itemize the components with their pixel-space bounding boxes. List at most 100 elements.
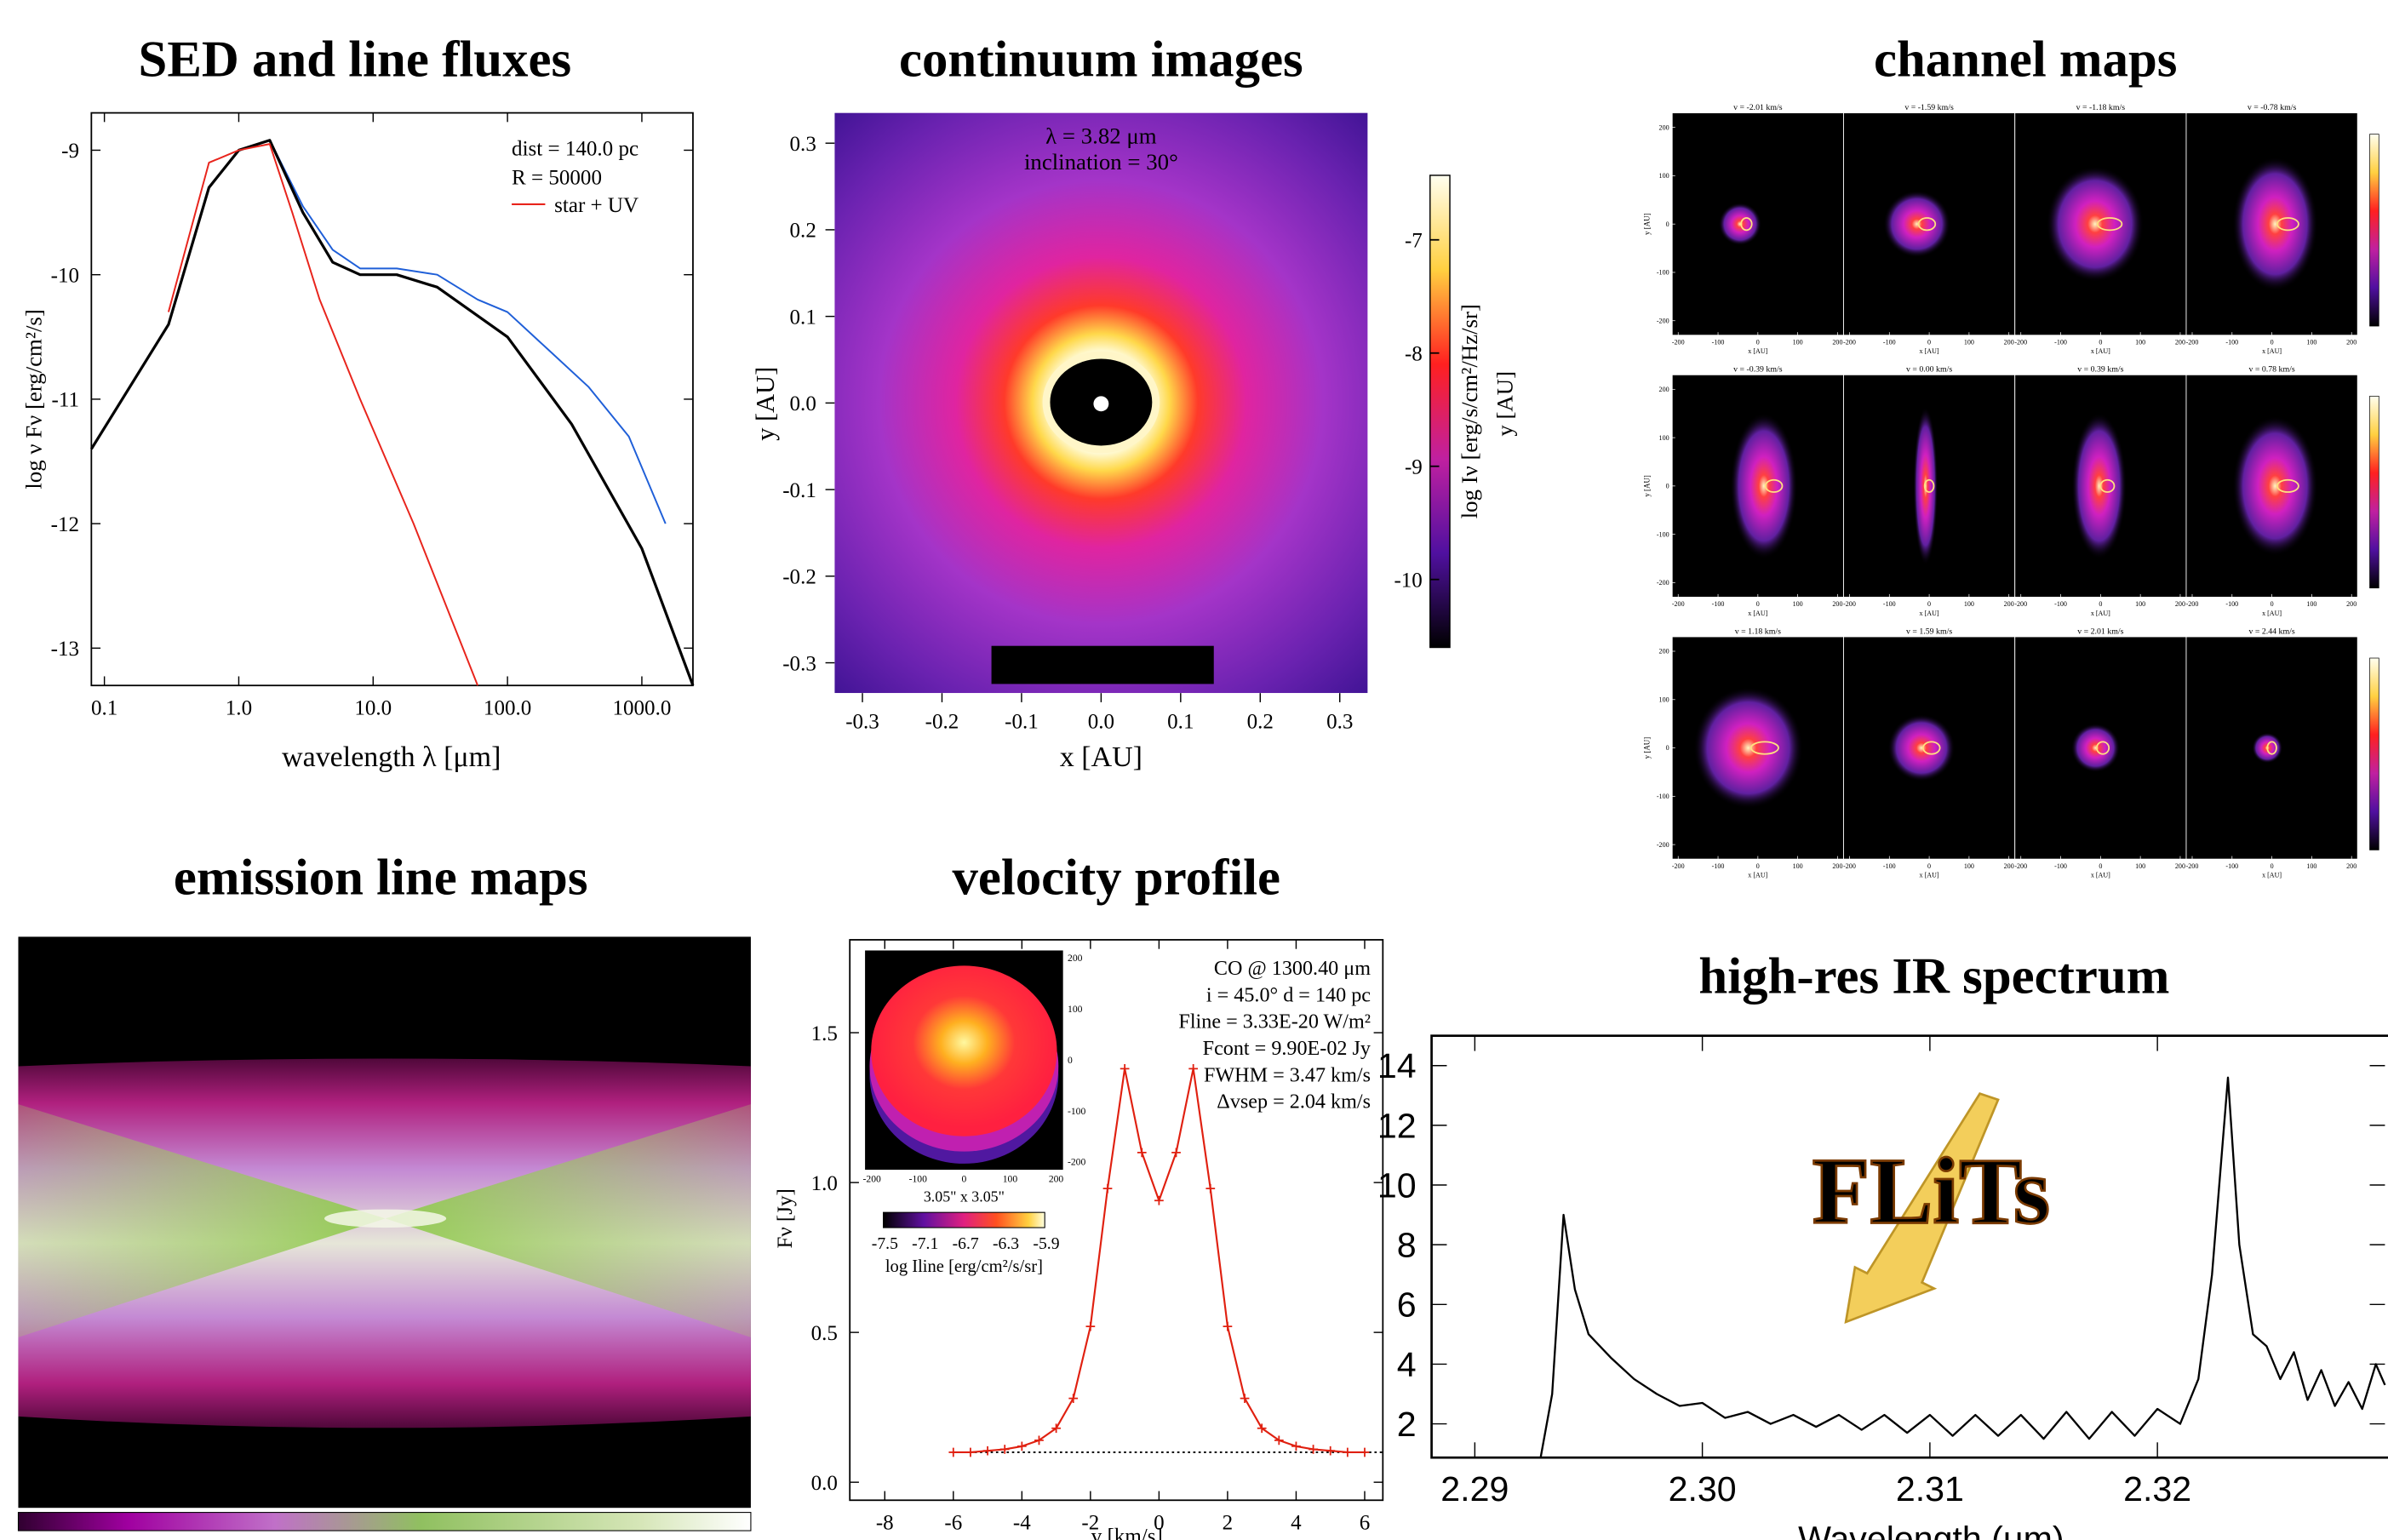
x-tick-label: -6 [944,1512,962,1535]
x-tick-label: 0.0 [1088,711,1114,734]
y-tick-label: 0 [1666,220,1669,228]
x-tick-label: -200 [2014,862,2027,870]
panel-title: velocity profile [952,849,1280,906]
inset-y-tick-label: -200 [1068,1157,1085,1168]
x-tick-label: -100 [2225,600,2238,608]
y-tick-label: -100 [1657,269,1669,277]
inset-colorbar-tick: -6.3 [993,1234,1019,1253]
x-tick-label: 2.29 [1440,1469,1509,1509]
annotation: dist = 140.0 pc [512,138,639,161]
annotation: FWHM = 3.47 km/s [1204,1063,1371,1086]
x-tick-label: 0 [1756,600,1760,608]
emission-core [324,1210,446,1228]
figure: SED and line fluxes0.11.010.0100.01000.0… [0,0,2388,1540]
x-tick-label: 0.2 [1247,711,1274,734]
x-tick-label: -100 [1712,862,1725,870]
x-tick-label: -200 [1843,600,1856,608]
panel-label: v = 0.78 km/s [2249,365,2295,375]
y-tick-label: 8 [1397,1226,1417,1265]
panel-label: v = 1.18 km/s [1735,627,1781,636]
x-tick-label: 2 [1223,1512,1234,1535]
inset-x-tick-label: 100 [1003,1173,1018,1184]
panel-title: SED and line fluxes [139,31,572,89]
x-tick-label: -200 [2186,600,2199,608]
y-tick-label: 0 [1666,483,1669,490]
x-tick-label: -100 [2054,339,2067,346]
panel-label: v = -0.39 km/s [1733,365,1783,375]
emission-blob [1888,714,1956,781]
y-tick-label: -9 [61,140,79,163]
x-axis-label: x [AU] [1060,741,1142,773]
inset-x-tick-label: -200 [863,1173,881,1184]
x-tick-label: 200 [2175,862,2185,870]
emission-blob [2232,157,2317,290]
x-tick-label: 100 [2135,339,2145,346]
x-tick-label: -8 [876,1512,894,1535]
x-axis-label: x [AU] [2262,347,2282,355]
colorbar [18,1513,750,1531]
y-tick-label: -0.2 [782,566,816,589]
x-tick-label: 200 [1832,339,1842,346]
x-tick-label: 200 [2346,862,2357,870]
annotation: 0.0047" x 0.0047" [1014,652,1192,679]
star [1093,396,1108,411]
x-tick-label: 2.32 [2123,1469,2191,1509]
inset-colorbar-tick: -7.1 [912,1234,938,1253]
y-axis-label: y [AU] [1492,371,1517,437]
annotation: λ = 3.82 μm [1045,123,1157,148]
legend-label: star + UV [554,194,639,217]
y-tick-label: 0.3 [790,133,816,156]
y-tick-label: -11 [52,389,79,412]
colorbar-tick-label: -10 [1394,570,1422,593]
y-tick-label: -200 [1657,579,1669,587]
x-tick-label: 1.0 [226,697,252,720]
y-tick-label: 200 [1659,386,1669,393]
y-tick-label: 0.0 [790,392,816,415]
x-axis-label: x [AU] [2262,872,2282,879]
x-tick-label: 200 [1832,600,1842,608]
y-axis-label: y [AU] [751,367,780,441]
panel-label: v = 2.44 km/s [2249,627,2295,636]
y-axis-label: y [AU] [1642,475,1651,497]
x-tick-label: 6 [1360,1512,1371,1535]
x-tick-label: 0.3 [1326,711,1353,734]
emission-blob [1730,413,1797,559]
y-tick-label: -100 [1657,793,1669,800]
y-tick-label: 0 [1666,744,1669,752]
x-tick-label: 0 [1927,339,1931,346]
inset-y-tick-label: 100 [1068,1004,1083,1015]
x-axis-label: x [AU] [1920,610,1939,617]
x-axis-label: x [AU] [2091,347,2110,355]
x-tick-label: -100 [2054,600,2067,608]
x-tick-label: -100 [1883,339,1896,346]
y-axis-label: log ν Fν [erg/cm²/s] [20,309,46,489]
panel-label: v = 2.01 km/s [2077,627,2123,636]
y-tick-label: 4 [1397,1345,1417,1384]
x-axis-label: x [AU] [1920,872,1939,879]
x-tick-label: 0.1 [1167,711,1194,734]
colorbar [2370,658,2379,850]
colorbar [2370,396,2379,587]
y-tick-label: -200 [1657,841,1669,849]
x-tick-label: -100 [2225,339,2238,346]
x-axis-label: x [AU] [1748,347,1767,355]
panel-label: v = -0.78 km/s [2248,103,2297,112]
annotation: inclination = 30° [1024,149,1178,175]
panel-title: emission line maps [174,849,588,906]
x-tick-label: 0 [1756,339,1760,346]
y-tick-label: 200 [1659,648,1669,656]
x-tick-label: 0 [2271,862,2274,870]
inset-y-tick-label: -100 [1068,1106,1085,1117]
y-tick-label: 100 [1659,434,1669,442]
x-tick-label: 1000.0 [613,697,672,720]
x-tick-label: 100 [2135,862,2145,870]
y-tick-label: 14 [1377,1046,1417,1085]
x-tick-label: -100 [1883,600,1896,608]
x-tick-label: 100 [2306,862,2316,870]
x-tick-label: -100 [1883,862,1896,870]
annotation: Fcont = 9.90E-02 Jy [1203,1037,1371,1060]
y-tick-label: 0.1 [790,306,816,329]
y-tick-label: 6 [1397,1285,1417,1325]
y-axis-label: Fν [Jy] [774,1188,797,1248]
panel-label: v = -1.18 km/s [2076,103,2126,112]
